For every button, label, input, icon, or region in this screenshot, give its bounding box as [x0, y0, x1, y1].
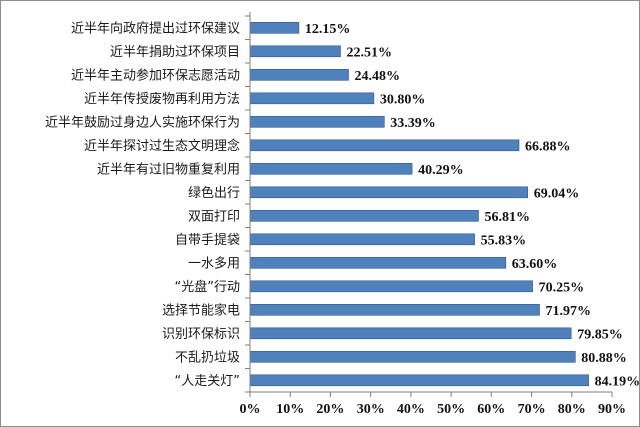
labels-group: 近半年向政府提出过环保建议 12.15% 近半年捐助过环保项目 22.51% 近半年主动… [45, 20, 640, 417]
data-label: 63.60% [512, 257, 558, 272]
data-label: 24.48% [355, 69, 401, 84]
axis-group [245, 12, 613, 397]
bar [249, 116, 385, 128]
category-label: 近半年有过旧物重复利用 [97, 161, 240, 177]
bar [249, 256, 507, 269]
bar [249, 303, 540, 316]
bar [249, 92, 375, 105]
x-tick-label: 10% [276, 402, 304, 417]
data-label: 79.85% [577, 327, 623, 342]
x-tick-label: 40% [397, 402, 425, 417]
data-label: 71.97% [546, 304, 592, 319]
x-tick-label: 50% [437, 402, 465, 417]
x-tick-label: 80% [558, 402, 586, 417]
category-label: 选择节能家电 [162, 302, 240, 318]
category-label: 近半年传授废物再利用方法 [84, 91, 240, 107]
bars-group [249, 21, 589, 387]
data-label: 22.51% [347, 45, 393, 60]
bar [249, 139, 520, 152]
category-label: 近半年鼓励过身边人实施环保行为 [45, 114, 240, 130]
data-label: 84.19% [595, 374, 640, 389]
data-label: 55.83% [481, 233, 526, 248]
bar [249, 210, 479, 222]
category-label: 近半年捐助过环保项目 [110, 45, 240, 60]
x-tick-label: 60% [477, 402, 505, 417]
category-label: 双面打印 [188, 209, 240, 224]
x-tick-label: 90% [598, 402, 626, 417]
bar [249, 163, 413, 175]
x-tick-label: 20% [316, 402, 344, 417]
category-label: 近半年向政府提出过环保建议 [71, 20, 240, 36]
category-label: “人走关灯” [175, 374, 240, 389]
bar [249, 280, 533, 293]
bar [249, 69, 349, 81]
x-tick-label: 30% [357, 402, 385, 417]
data-label: 12.15% [305, 22, 351, 37]
category-label: 近半年探讨过生态文明理念 [84, 138, 240, 154]
data-label: 66.88% [525, 139, 571, 154]
category-label: 识别环保标识 [162, 327, 240, 342]
category-label: 近半年主动参加环保志愿活动 [71, 67, 240, 83]
bar [249, 374, 589, 387]
data-label: 30.80% [380, 92, 426, 107]
bar [249, 21, 300, 34]
data-label: 70.25% [539, 280, 585, 295]
bar [249, 327, 572, 340]
data-label: 56.81% [485, 210, 531, 225]
bar [249, 45, 341, 58]
bar [249, 233, 475, 246]
category-label: “光盘”行动 [175, 279, 240, 295]
x-tick-label: 70% [518, 402, 546, 417]
x-tick-label: 0% [240, 402, 261, 417]
bar [249, 350, 576, 363]
data-label: 80.88% [581, 351, 627, 366]
category-label: 不乱扔垃圾 [175, 350, 240, 365]
bar [249, 186, 529, 199]
data-label: 69.04% [534, 186, 580, 201]
category-label: 一水多用 [188, 255, 240, 271]
category-label: 绿色出行 [188, 185, 240, 201]
data-label: 40.29% [418, 163, 464, 178]
data-label: 33.39% [390, 116, 436, 131]
category-label: 自带手提袋 [175, 232, 240, 248]
